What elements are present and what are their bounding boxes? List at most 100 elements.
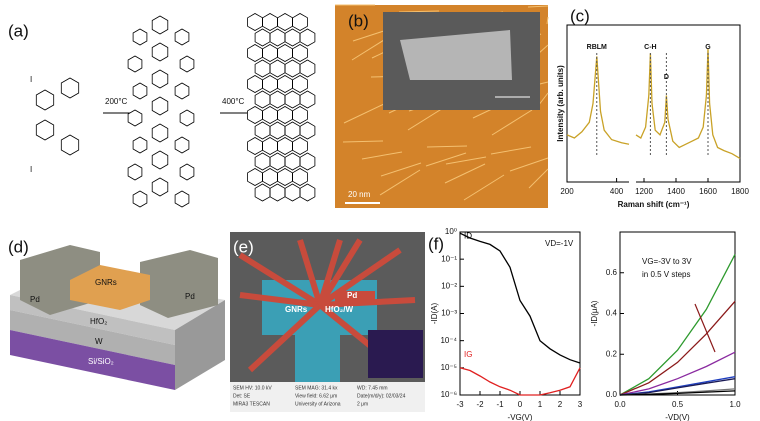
scale-label: 20 nm: [348, 190, 371, 199]
sem-inset: [368, 330, 423, 378]
y-tick-label: 0.4: [606, 309, 618, 318]
ring: [179, 109, 195, 127]
arrow: [694, 303, 716, 353]
y-tick-label: 0.0: [606, 390, 618, 399]
plot-frame: [459, 231, 581, 396]
ring: [262, 168, 278, 186]
ring: [269, 59, 286, 78]
footer-text: SEM HV: 10.0 kV: [233, 385, 272, 391]
sem-footer: [230, 382, 425, 412]
electrode: [297, 239, 323, 306]
ring: [35, 119, 55, 141]
annotation: VD=-1V: [545, 239, 574, 248]
annotation: VG=-3V to 3V: [642, 257, 692, 266]
x-axis-label: Raman shift (cm⁻¹): [618, 200, 690, 209]
layer-label: Pd: [30, 295, 40, 304]
y-tick-label: 10⁻⁴: [440, 336, 457, 345]
ribbon: [463, 174, 505, 201]
ribbon: [528, 168, 549, 189]
ring: [299, 28, 316, 47]
footer-text: 2 μm: [357, 401, 368, 407]
ring: [151, 15, 169, 35]
layer-label: Si/SiO₂: [88, 357, 114, 366]
electrode: [239, 292, 321, 308]
series-label: ID: [464, 231, 472, 240]
panel-label: (e): [233, 237, 254, 256]
ring: [174, 136, 190, 154]
panel-label: (d): [8, 237, 29, 256]
x-tick-label: 200: [560, 187, 574, 196]
ring: [284, 28, 301, 47]
x-tick-label: -2: [476, 400, 484, 409]
axis-break: [629, 178, 636, 186]
ring: [292, 106, 308, 124]
ring: [247, 75, 263, 93]
pd-pad: [140, 250, 218, 318]
ring: [269, 90, 286, 109]
y-tick-label: 10⁻²: [441, 281, 457, 290]
peak-label: RBLM: [587, 44, 607, 51]
ribbon: [444, 163, 486, 184]
ring: [292, 137, 308, 155]
ring: [151, 96, 169, 116]
y-tick-label: 10⁻⁵: [441, 363, 457, 372]
ribbon: [491, 109, 533, 136]
ring: [284, 121, 301, 140]
ring: [254, 28, 271, 47]
x-tick-label: 1: [538, 400, 543, 409]
ring: [247, 137, 263, 155]
ring: [127, 163, 143, 181]
x-axis-label: -VD(V): [665, 413, 690, 421]
ring: [277, 44, 293, 62]
ring: [292, 13, 308, 31]
y-axis-label: -ID(A): [430, 303, 439, 325]
ring: [269, 183, 286, 202]
ring: [254, 183, 271, 202]
ring: [247, 168, 263, 186]
ring: [132, 28, 148, 46]
ring: [179, 163, 195, 181]
ring: [262, 13, 278, 31]
ring: [60, 134, 80, 156]
panel-label: (f): [428, 234, 444, 253]
data-line: [619, 378, 736, 396]
peak-label: C-H: [644, 44, 656, 51]
x-tick-label: 0.0: [614, 400, 626, 409]
y-tick-label: 0.6: [606, 268, 618, 277]
series-label: IG: [464, 350, 472, 359]
data-line: [619, 254, 736, 396]
device-side: [175, 300, 225, 390]
ring: [132, 190, 148, 208]
ring: [247, 44, 263, 62]
panel-label: (b): [348, 11, 369, 30]
ribbon: [398, 10, 440, 13]
ribbon: [425, 152, 467, 167]
ring: [262, 106, 278, 124]
y-tick-label: 10⁻¹: [441, 254, 457, 263]
x-tick-label: 3: [578, 400, 583, 409]
ring: [151, 42, 169, 62]
plot-frame: [566, 24, 741, 183]
ribbon: [445, 156, 487, 165]
x-tick-label: 1200: [635, 187, 653, 196]
ring: [284, 90, 301, 109]
ring: [292, 168, 308, 186]
x-tick-label: -1: [496, 400, 504, 409]
ribbon: [342, 140, 384, 143]
ribbon: [379, 169, 421, 196]
ring: [269, 121, 286, 140]
ring: [132, 82, 148, 100]
ring: [262, 137, 278, 155]
ribbon: [490, 146, 532, 155]
data-line: [459, 232, 581, 364]
ring: [277, 75, 293, 93]
ribbon: [343, 103, 385, 124]
ring: [60, 77, 80, 99]
y-tick-label: 10⁰: [445, 227, 457, 236]
ring: [277, 137, 293, 155]
y-axis-label: -ID(μA): [590, 300, 599, 326]
ring: [262, 75, 278, 93]
x-tick-label: 0.5: [672, 400, 684, 409]
footer-text: University of Arizona: [295, 401, 341, 407]
